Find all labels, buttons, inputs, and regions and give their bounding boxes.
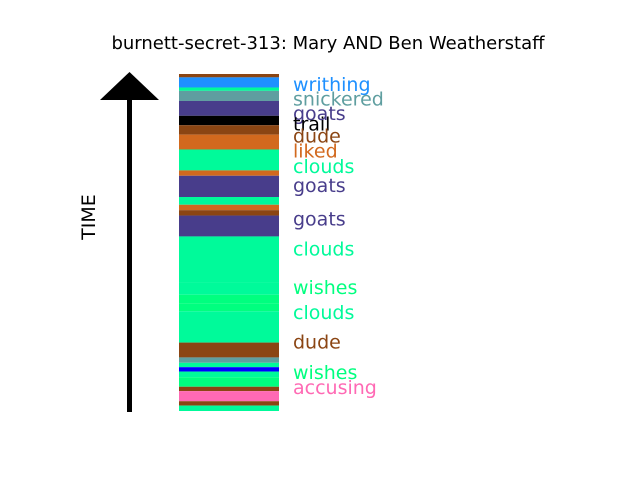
word-label: wishes: [293, 277, 357, 299]
word-label: clouds: [293, 302, 354, 324]
word-labels: writhingsnickeredgoatstraildudelikedclou…: [293, 74, 384, 399]
bar-segment: [179, 77, 279, 88]
bar-segments: [179, 74, 279, 411]
bar-segment: [179, 371, 279, 378]
bar-segment: [179, 386, 279, 392]
word-label: snickered: [293, 88, 384, 110]
bar-segment: [179, 134, 279, 150]
word-label: writhing: [293, 74, 371, 96]
bar-segment: [179, 236, 279, 283]
bar-segment: [179, 342, 279, 358]
word-label: dude: [293, 332, 341, 354]
word-label: goats: [293, 209, 346, 231]
bar-segment: [179, 125, 279, 135]
bar-segment: [179, 197, 279, 205]
bar-segment: [179, 100, 279, 116]
time-arrow: [100, 72, 159, 412]
bar-segment: [179, 87, 279, 91]
word-label: goats: [293, 103, 346, 125]
bar-segment: [179, 303, 279, 312]
bar-segment: [179, 391, 279, 402]
bar-segment: [179, 115, 279, 126]
word-label: liked: [293, 141, 338, 163]
time-arrow-head: [100, 72, 159, 100]
bar-segment: [179, 170, 279, 176]
word-label: clouds: [293, 156, 354, 178]
word-label: accusing: [293, 377, 377, 399]
chart-title: burnett-secret-313: Mary AND Ben Weather…: [111, 33, 545, 54]
bar-segment: [179, 362, 279, 368]
bar-segment: [179, 282, 279, 295]
bar-segment: [179, 149, 279, 171]
word-label: wishes: [293, 362, 357, 384]
y-axis-label: TIME: [78, 194, 100, 241]
bar-segment: [179, 204, 279, 211]
bar-segment: [179, 294, 279, 304]
bar-segment: [179, 90, 279, 101]
word-label: trail: [293, 113, 330, 135]
bar-segment: [179, 175, 279, 198]
bar-segment: [179, 401, 279, 406]
bar-segment: [179, 377, 279, 387]
bar-segment: [179, 357, 279, 363]
bar-segment: [179, 215, 279, 237]
bar-segment: [179, 367, 279, 372]
bar-segment: [179, 210, 279, 216]
bar-segment: [179, 311, 279, 343]
word-label: goats: [293, 175, 346, 197]
word-label: dude: [293, 125, 341, 147]
bar-segment: [179, 74, 279, 78]
bar-segment: [179, 405, 279, 411]
word-label: clouds: [293, 238, 354, 260]
